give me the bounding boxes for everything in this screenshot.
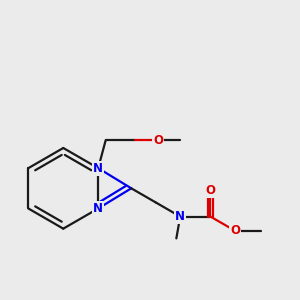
Text: N: N <box>93 202 103 215</box>
Text: O: O <box>230 224 240 237</box>
Text: O: O <box>206 184 215 197</box>
Text: O: O <box>153 134 163 147</box>
Text: N: N <box>93 162 103 175</box>
Text: N: N <box>175 210 185 223</box>
